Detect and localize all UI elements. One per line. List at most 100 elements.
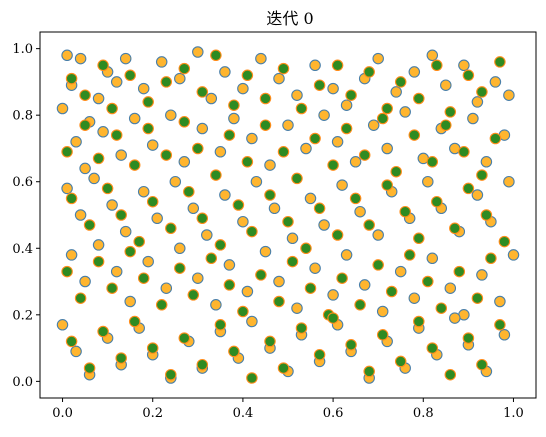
scatter-point-s1-107 (485, 252, 497, 265)
x-tick-label: 1.0 (503, 406, 524, 421)
scatter-point-s1-6 (160, 76, 173, 88)
scatter-point-s1-54 (65, 192, 78, 205)
scatter-point-s1-88 (174, 262, 186, 274)
scatter-point-s0-38 (165, 109, 177, 121)
scatter-point-s0-41 (214, 146, 227, 158)
scatter-point-s1-117 (214, 319, 227, 331)
scatter-point-s1-133 (476, 358, 488, 371)
scatter-point-s0-92 (142, 255, 154, 268)
axes-frame (39, 31, 537, 399)
chart-title: 迭代 0 (266, 9, 313, 28)
scatter-point-s1-116 (196, 358, 209, 371)
scatter-point-s1-65 (246, 225, 258, 238)
scatter-point-s0-115 (56, 319, 69, 331)
scatter-point-s0-116 (70, 345, 82, 358)
scatter-point-s1-78 (462, 182, 475, 195)
scatter-point-s1-79 (480, 209, 493, 221)
scatter-point-s1-92 (237, 305, 249, 318)
scatter-point-s1-41 (291, 172, 303, 185)
scatter-point-s0-19 (327, 82, 339, 95)
scatter-point-s0-110 (444, 282, 457, 294)
scatter-point-s1-120 (264, 335, 276, 348)
scatter-point-s1-74 (399, 205, 411, 218)
scatter-point-s0-114 (507, 249, 520, 261)
scatter-point-s0-9 (155, 56, 168, 68)
scatter-point-s1-93 (255, 269, 267, 281)
y-tick-label: 0.4 (12, 242, 33, 257)
scatter-point-s1-113 (146, 342, 159, 354)
scatter-point-s0-100 (273, 275, 285, 288)
scatter-point-s1-73 (381, 179, 393, 191)
x-tick-label: 0.8 (413, 406, 434, 421)
scatter-point-s1-11 (241, 69, 254, 82)
scatter-point-s1-25 (476, 86, 488, 98)
scatter-point-s0-71 (250, 175, 263, 188)
scatter-point-s1-112 (128, 315, 141, 328)
scatter-point-s0-72 (268, 202, 281, 215)
scatter-point-s1-89 (187, 289, 200, 301)
scatter-point-s0-47 (318, 109, 330, 121)
scatter-point-s0-88 (79, 275, 91, 288)
scatter-point-s1-35 (192, 142, 204, 155)
scatter-point-s0-4 (92, 92, 105, 105)
scatter-point-s1-63 (214, 239, 227, 251)
scatter-point-s1-86 (137, 272, 150, 284)
scatter-point-s1-124 (327, 312, 339, 324)
scatter-point-s0-42 (228, 112, 240, 125)
scatter-point-s0-93 (160, 282, 173, 294)
scatter-point-s1-108 (65, 335, 78, 348)
scatter-point-s0-104 (340, 249, 353, 261)
scatter-point-s1-68 (300, 242, 312, 255)
scatter-point-s0-76 (336, 179, 348, 191)
scatter-point-s1-132 (462, 332, 475, 344)
scatter-point-s1-118 (228, 345, 240, 358)
scatter-point-s0-39 (178, 156, 191, 168)
scatter-point-s1-52 (476, 169, 488, 181)
scatter-point-s0-65 (151, 212, 163, 225)
scatter-point-s0-35 (115, 149, 127, 161)
scatter-point-s1-96 (304, 282, 317, 294)
scatter-point-s1-9 (210, 49, 222, 62)
scatter-point-s1-105 (453, 265, 466, 278)
scatter-point-s0-139 (449, 312, 461, 324)
scatter-point-s0-23 (390, 86, 402, 98)
scatter-point-s0-22 (372, 52, 384, 65)
scatter-point-s1-125 (345, 339, 357, 351)
scatter-point-s1-84 (106, 282, 118, 294)
scatter-point-s1-66 (264, 189, 276, 201)
scatter-point-s0-18 (309, 59, 321, 72)
scatter-point-s1-98 (336, 272, 348, 284)
scatter-point-s1-87 (155, 299, 168, 311)
scatter-point-s1-121 (277, 362, 290, 374)
scatter-point-s1-43 (327, 159, 339, 171)
scatter-point-s1-24 (462, 69, 475, 82)
scatter-point-s0-56 (467, 112, 479, 125)
scatter-point-s0-81 (422, 175, 434, 188)
scatter-point-s0-98 (241, 285, 254, 298)
scatter-point-s1-44 (340, 122, 353, 135)
scatter-point-s1-39 (259, 119, 272, 131)
scatter-point-s1-14 (295, 102, 308, 115)
scatter-point-s0-102 (309, 262, 321, 274)
scatter-point-s1-119 (246, 372, 258, 384)
scatter-point-s0-26 (440, 79, 452, 91)
scatter-point-s1-111 (115, 352, 127, 364)
scatter-point-s1-127 (376, 329, 389, 341)
scatter-point-s0-0 (61, 49, 73, 62)
scatter-point-s0-29 (489, 76, 502, 88)
scatter-point-s1-99 (354, 299, 366, 311)
scatter-point-s0-8 (137, 82, 150, 95)
scatter-point-s1-45 (358, 149, 371, 161)
points-layer (56, 46, 520, 384)
scatter-point-s0-20 (340, 99, 353, 111)
scatter-point-s0-17 (291, 89, 303, 101)
scatter-point-s0-101 (291, 302, 303, 314)
scatter-point-s0-68 (201, 229, 213, 241)
scatter-point-s0-34 (97, 126, 109, 138)
scatter-point-s1-49 (426, 156, 439, 168)
scatter-point-s1-38 (241, 156, 254, 168)
y-tick-label: 0.8 (12, 109, 33, 124)
scatter-point-s1-131 (444, 368, 457, 381)
scatter-point-s1-106 (471, 292, 484, 304)
y-tick-label: 0.2 (12, 308, 33, 323)
